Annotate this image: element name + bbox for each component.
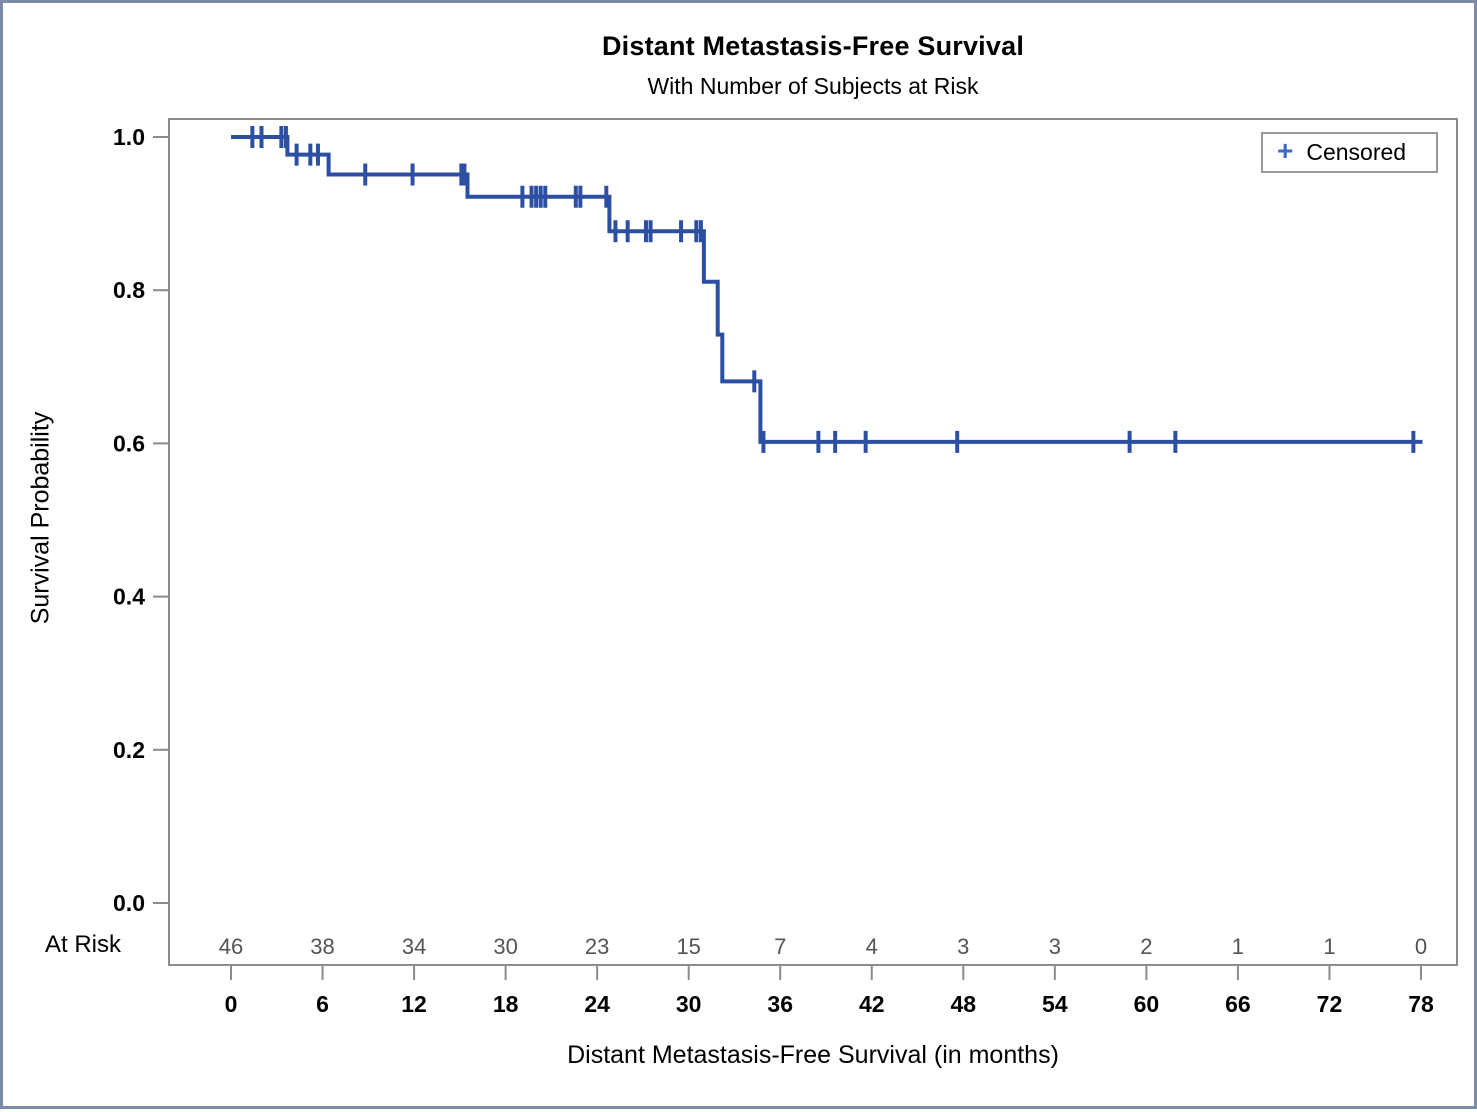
at-risk-count: 30 <box>493 934 517 959</box>
chart-subtitle: With Number of Subjects at Risk <box>647 73 979 99</box>
km-step-line <box>231 135 1423 444</box>
x-axis-label: Distant Metastasis-Free Survival (in mon… <box>567 1041 1059 1069</box>
x-tick-label: 48 <box>951 991 977 1017</box>
plot-frame <box>168 118 1458 966</box>
x-tick-label: 0 <box>225 991 238 1017</box>
x-axis-ticks: 0 6 12 18 24 30 36 42 48 54 60 66 72 78 <box>225 966 1434 1017</box>
at-risk-count: 34 <box>402 934 426 959</box>
y-axis-label: Survival Probability <box>26 411 55 625</box>
x-tick-label: 12 <box>401 991 427 1017</box>
x-tick-label: 36 <box>767 991 793 1017</box>
at-risk-count: 3 <box>957 934 969 959</box>
legend-entry-censored: Censored <box>1306 139 1407 165</box>
x-tick-label: 6 <box>316 991 329 1017</box>
x-tick-label: 60 <box>1134 991 1160 1017</box>
km-plot: 0.00.20.40.60.81.00 6 12 18 24 30 36 42 48 54 60 66… <box>113 118 1458 1017</box>
at-risk-count: 46 <box>219 934 243 959</box>
x-tick-label: 42 <box>859 991 885 1017</box>
censored-plus-icon: + <box>1277 135 1294 166</box>
y-tick-label: 0.0 <box>113 890 145 916</box>
x-tick-label: 66 <box>1225 991 1251 1017</box>
x-tick-label: 54 <box>1042 991 1068 1017</box>
y-tick-label: 0.6 <box>113 430 145 456</box>
legend-box: + Censored <box>1261 132 1438 173</box>
at-risk-count: 23 <box>585 934 609 959</box>
chart-title: Distant Metastasis-Free Survival <box>601 31 1025 61</box>
at-risk-count: 38 <box>310 934 334 959</box>
at-risk-count: 1 <box>1232 934 1244 959</box>
at-risk-count: 0 <box>1415 934 1427 959</box>
at-risk-row: 46 38 34 30 23 15 7 4 3 3 2 1 1 0 <box>219 934 1427 959</box>
at-risk-row-label: At Risk <box>45 931 122 958</box>
at-risk-count: 7 <box>774 934 786 959</box>
x-tick-label: 78 <box>1408 991 1434 1017</box>
at-risk-count: 4 <box>866 934 878 959</box>
y-tick-label: 0.4 <box>113 584 145 610</box>
at-risk-count: 1 <box>1323 934 1335 959</box>
at-risk-count: 3 <box>1049 934 1061 959</box>
survival-curve <box>231 135 1423 444</box>
y-tick-label: 0.2 <box>113 737 145 763</box>
y-tick-label: 1.0 <box>113 124 145 150</box>
x-tick-label: 24 <box>584 991 610 1017</box>
y-axis-ticks: 0.0 0.2 0.4 0.6 0.8 1.0 <box>113 124 168 916</box>
x-tick-label: 18 <box>493 991 519 1017</box>
censored-marks <box>250 126 1416 453</box>
y-tick-label: 0.8 <box>113 277 145 303</box>
x-tick-label: 30 <box>676 991 702 1017</box>
x-tick-label: 72 <box>1317 991 1343 1017</box>
at-risk-count: 15 <box>676 934 700 959</box>
at-risk-count: 2 <box>1140 934 1152 959</box>
